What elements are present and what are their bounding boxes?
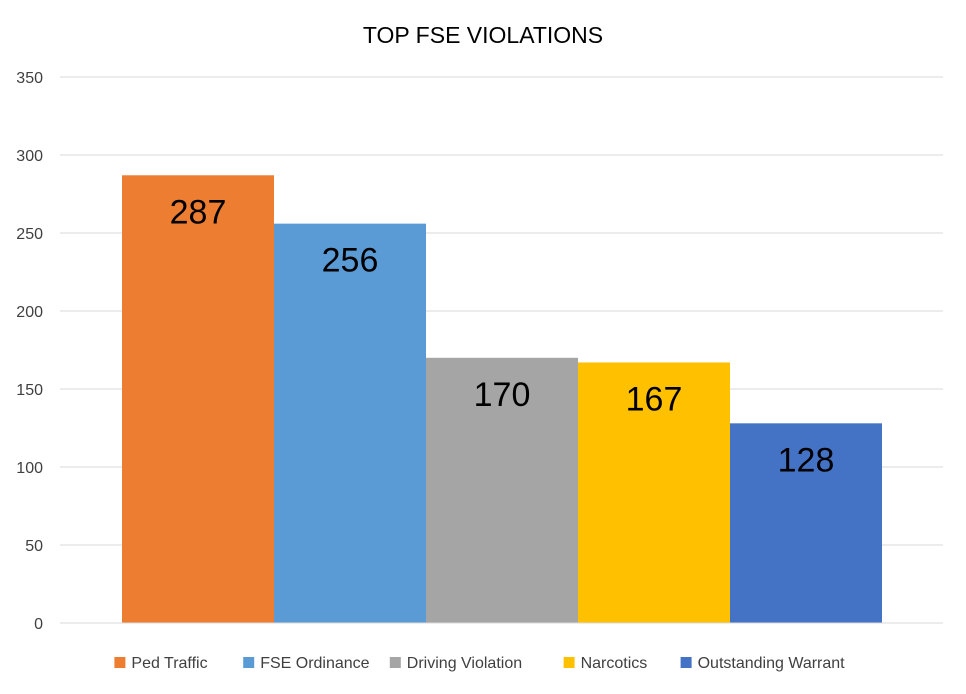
- legend-label: Outstanding Warrant: [698, 655, 846, 672]
- legend-swatch: [114, 657, 126, 668]
- legend-item: FSE Ordinance: [243, 655, 370, 672]
- y-tick-label: 150: [16, 382, 43, 399]
- legend-item: Narcotics: [563, 655, 648, 672]
- legend-swatch: [680, 657, 692, 668]
- y-tick-label: 250: [16, 226, 43, 243]
- data-label: 170: [474, 376, 531, 414]
- legend-item: Driving Violation: [389, 655, 522, 672]
- data-label: 287: [170, 193, 227, 231]
- bar-fse-ordinance: [274, 223, 426, 623]
- legend-label: FSE Ordinance: [260, 655, 369, 672]
- legend-label: Narcotics: [581, 655, 648, 672]
- y-tick-label: 300: [16, 148, 43, 165]
- chart-title: TOP FSE VIOLATIONS: [363, 22, 603, 48]
- bar-narcotics: [578, 362, 730, 623]
- legend-swatch: [389, 657, 401, 668]
- bar-outstanding-warrant: [730, 423, 882, 623]
- data-label: 256: [322, 242, 379, 280]
- bar-ped-traffic: [122, 175, 274, 623]
- y-tick-label: 100: [16, 460, 43, 477]
- y-tick-label: 50: [25, 538, 43, 555]
- legend: Ped Traffic FSE Ordinance Driving Violatio…: [114, 655, 845, 672]
- data-labels: 287 256 170 167 128: [170, 193, 835, 479]
- bars: [122, 175, 882, 623]
- legend-item: Outstanding Warrant: [680, 655, 846, 672]
- bar-driving-violation: [426, 357, 578, 623]
- y-axis-ticks: 0 50 100 150 200 250 300 350: [16, 70, 43, 633]
- legend-swatch: [563, 657, 575, 668]
- legend-label: Driving Violation: [407, 655, 522, 672]
- legend-item: Ped Traffic: [114, 655, 208, 672]
- legend-swatch: [243, 657, 255, 668]
- data-label: 128: [778, 441, 835, 479]
- y-tick-label: 0: [34, 616, 43, 633]
- y-tick-label: 350: [16, 70, 43, 87]
- legend-label: Ped Traffic: [131, 655, 207, 672]
- y-tick-label: 200: [16, 304, 43, 321]
- data-label: 167: [626, 380, 683, 418]
